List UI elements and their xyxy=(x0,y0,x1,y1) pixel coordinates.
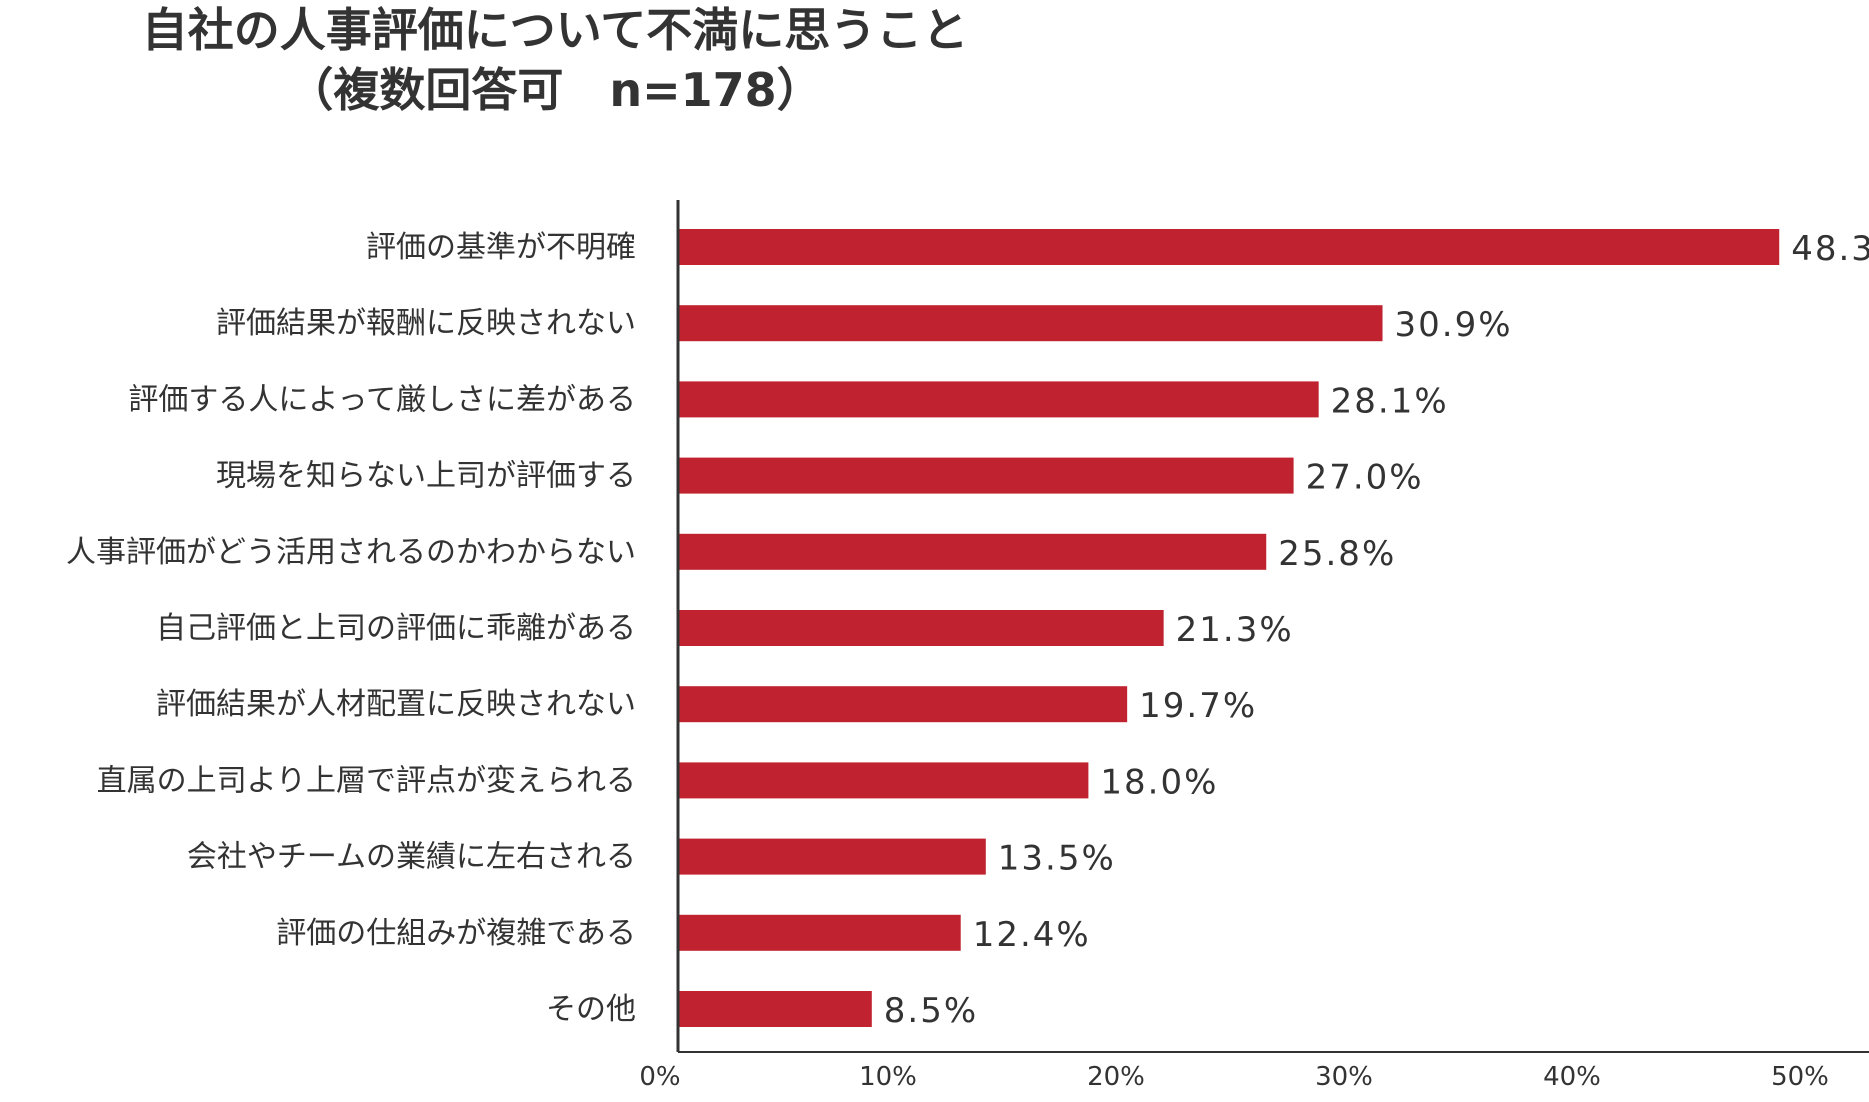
x-tick-label: 50% xyxy=(1771,1062,1829,1092)
bar-3 xyxy=(678,381,1319,418)
category-label: 評価の基準が不明確 xyxy=(366,230,636,265)
category-label: 評価結果が人材配置に反映されない xyxy=(156,687,636,722)
x-tick-label: 30% xyxy=(1315,1062,1373,1092)
category-label: 評価結果が報酬に反映されない xyxy=(216,306,636,341)
bar-11 xyxy=(678,991,872,1027)
bar-5 xyxy=(678,533,1267,570)
bar-8 xyxy=(678,762,1089,799)
value-label: 13.5% xyxy=(998,839,1116,879)
category-label: 評価する人によって厳しさに差がある xyxy=(128,382,636,417)
value-label: 25.8% xyxy=(1278,534,1396,574)
bar-2 xyxy=(678,305,1383,342)
value-label: 12.4% xyxy=(973,915,1091,955)
chart-title: 自社の人事評価について不満に思うこと xyxy=(141,3,969,57)
category-label: 直属の上司より上層で評点が変えられる xyxy=(97,763,636,798)
x-tick-label: 20% xyxy=(1087,1062,1145,1092)
bar-6 xyxy=(678,610,1164,646)
category-label: 自己評価と上司の評価に乖離がある xyxy=(156,611,636,646)
value-label: 19.7% xyxy=(1139,686,1257,726)
bar-9 xyxy=(678,838,986,875)
bar-1 xyxy=(678,229,1780,265)
value-label: 27.0% xyxy=(1306,458,1424,498)
x-tick-label: 10% xyxy=(859,1062,917,1092)
value-label: 18.0% xyxy=(1100,762,1218,802)
value-label: 21.3% xyxy=(1176,610,1294,650)
chart-subtitle: （複数回答可 n=178） xyxy=(287,63,823,117)
value-label: 8.5% xyxy=(884,991,978,1031)
category-label: 現場を知らない上司が評価する xyxy=(216,459,636,494)
category-label: 会社やチームの業績に左右される xyxy=(187,840,636,875)
bar-7 xyxy=(678,686,1128,723)
bar-10 xyxy=(678,914,961,951)
chart-title-block: 自社の人事評価について不満に思うこと （複数回答可 n=178） xyxy=(0,0,1110,120)
category-label: 評価の仕組みが複雑である xyxy=(276,916,636,951)
value-label: 48.3% xyxy=(1791,229,1869,269)
category-label: 人事評価がどう活用されるのかわからない xyxy=(66,535,636,570)
x-tick-label: 0% xyxy=(639,1062,680,1092)
bar-4 xyxy=(678,457,1294,494)
value-label: 30.9% xyxy=(1395,305,1513,345)
x-tick-label: 40% xyxy=(1543,1062,1601,1092)
category-label: その他 xyxy=(546,992,636,1027)
value-label: 28.1% xyxy=(1331,381,1449,421)
